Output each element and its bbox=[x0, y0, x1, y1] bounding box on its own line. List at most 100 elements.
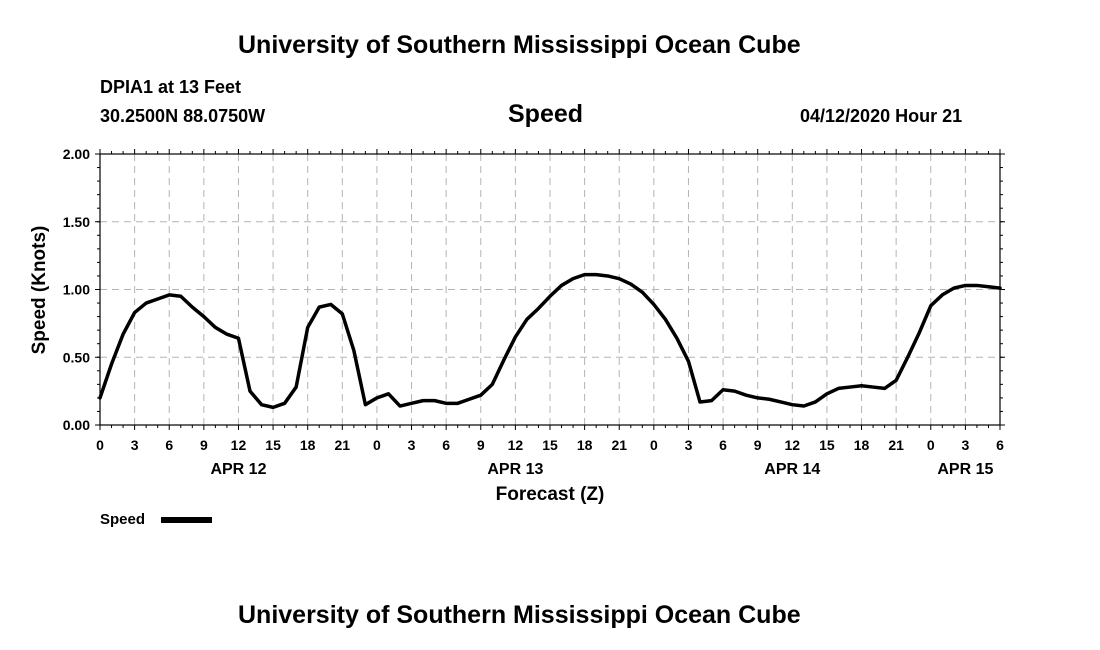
speed-point bbox=[203, 315, 205, 318]
speed-point bbox=[133, 311, 136, 314]
y-tick-label: 2.00 bbox=[63, 146, 90, 162]
speed-point bbox=[237, 337, 240, 340]
speed-point bbox=[479, 394, 482, 396]
grid bbox=[100, 154, 1000, 425]
speed-point bbox=[803, 405, 805, 407]
speed-point bbox=[456, 402, 459, 405]
speed-point bbox=[687, 360, 690, 363]
speed-point bbox=[422, 399, 424, 402]
x-tick-label: 3 bbox=[131, 437, 139, 453]
speed-point bbox=[572, 277, 574, 280]
speed-point bbox=[399, 405, 401, 407]
x-tick-label: 6 bbox=[442, 437, 450, 453]
speed-point bbox=[283, 402, 286, 405]
x-tick-label: 15 bbox=[265, 437, 281, 453]
speed-point bbox=[249, 390, 251, 392]
speed-point bbox=[699, 401, 701, 403]
x-tick-label: 21 bbox=[335, 437, 351, 453]
x-tick-label: 18 bbox=[854, 437, 870, 453]
speed-point bbox=[837, 387, 840, 390]
speed-point bbox=[664, 318, 667, 321]
x-tick-label: 9 bbox=[200, 437, 208, 453]
speed-point bbox=[387, 393, 390, 395]
y-tick-label: 0.00 bbox=[63, 417, 90, 433]
speed-point bbox=[745, 394, 747, 396]
x-tick-label: 12 bbox=[785, 437, 801, 453]
speed-point bbox=[641, 291, 644, 294]
x-tick-label: 12 bbox=[508, 437, 524, 453]
x-tick-label: 15 bbox=[542, 437, 558, 453]
speed-point bbox=[779, 401, 782, 403]
speed-point bbox=[618, 277, 621, 280]
speed-point bbox=[895, 379, 897, 382]
x-tick-label: 6 bbox=[719, 437, 727, 453]
speed-point bbox=[99, 397, 101, 399]
y-tick-label: 1.00 bbox=[63, 282, 90, 298]
x-tick-label: 12 bbox=[231, 437, 247, 453]
speed-point bbox=[906, 356, 909, 359]
speed-point bbox=[653, 303, 655, 306]
speed-point bbox=[883, 387, 886, 390]
speed-point bbox=[145, 302, 147, 304]
x-tick-label: 15 bbox=[819, 437, 835, 453]
x-tick-labels: 0 3 6 9 12 15 18 21 0 3 6 9 12 15 18 21 0 3 6 9 12 15 18 21 0 3 6 bbox=[96, 437, 1004, 453]
speed-point bbox=[168, 294, 171, 296]
speed-point bbox=[583, 273, 586, 276]
x-tick-label: 21 bbox=[611, 437, 627, 453]
speed-chart: 0.00 0.50 1.00 1.50 2.00 0 3 6 9 12 15 18 21 0 3 6 9 12 1… bbox=[29, 146, 1005, 528]
speed-point bbox=[722, 388, 724, 391]
speed-point bbox=[964, 284, 967, 287]
y-tick-labels: 0.00 0.50 1.00 1.50 2.00 bbox=[63, 146, 90, 433]
speed-point bbox=[929, 304, 932, 307]
x-tick-label: 0 bbox=[927, 437, 935, 453]
speed-point bbox=[433, 399, 436, 402]
x-tick-label: 3 bbox=[408, 437, 416, 453]
speed-point bbox=[514, 336, 517, 338]
x-tick-label: 21 bbox=[888, 437, 904, 453]
speed-point bbox=[179, 295, 182, 298]
speed-point bbox=[560, 284, 563, 287]
speed-point bbox=[814, 401, 817, 403]
x-tick-label: 6 bbox=[165, 437, 173, 453]
speed-point bbox=[872, 386, 874, 388]
y-axis-title: Speed (Knots) bbox=[29, 226, 50, 355]
speed-point bbox=[537, 307, 540, 310]
speed-point bbox=[110, 363, 113, 365]
speed-point bbox=[826, 393, 828, 395]
speed-point bbox=[629, 283, 632, 285]
speed-point bbox=[226, 333, 228, 336]
x-tick-label: 18 bbox=[300, 437, 316, 453]
legend-label: Speed bbox=[100, 511, 145, 528]
top-title: University of Southern Mississippi Ocean… bbox=[238, 31, 801, 59]
day-label: APR 14 bbox=[764, 461, 820, 478]
speed-point bbox=[849, 386, 851, 388]
speed-point bbox=[260, 403, 263, 406]
speed-point bbox=[306, 326, 309, 329]
speed-point bbox=[410, 402, 413, 405]
x-tick-label: 0 bbox=[96, 437, 104, 453]
speed-point bbox=[710, 399, 713, 402]
speed-point bbox=[272, 406, 274, 409]
day-label: APR 13 bbox=[487, 461, 543, 478]
y-tick-label: 1.50 bbox=[63, 214, 90, 230]
speed-point bbox=[606, 275, 609, 277]
speed-point bbox=[768, 398, 771, 401]
speed-point bbox=[156, 298, 159, 300]
x-axis-title: Forecast (Z) bbox=[496, 484, 605, 505]
speed-point bbox=[503, 359, 505, 361]
station-label: DPIA1 at 13 Feet bbox=[100, 77, 242, 97]
speed-point bbox=[445, 402, 447, 405]
axis-ticks bbox=[95, 149, 1005, 430]
speed-points bbox=[99, 273, 1001, 409]
speed-point bbox=[353, 349, 355, 352]
speed-point bbox=[526, 318, 528, 321]
speed-point bbox=[999, 287, 1001, 289]
speed-point bbox=[549, 295, 551, 298]
y-tick-label: 0.50 bbox=[63, 349, 90, 365]
coordinates-label: 30.2500N 88.0750W bbox=[100, 106, 266, 126]
speed-point bbox=[214, 326, 217, 329]
speed-point bbox=[341, 313, 344, 315]
speed-point bbox=[491, 383, 494, 386]
x-tick-label: 0 bbox=[373, 437, 381, 453]
bottom-title: University of Southern Mississippi Ocean… bbox=[238, 601, 801, 629]
